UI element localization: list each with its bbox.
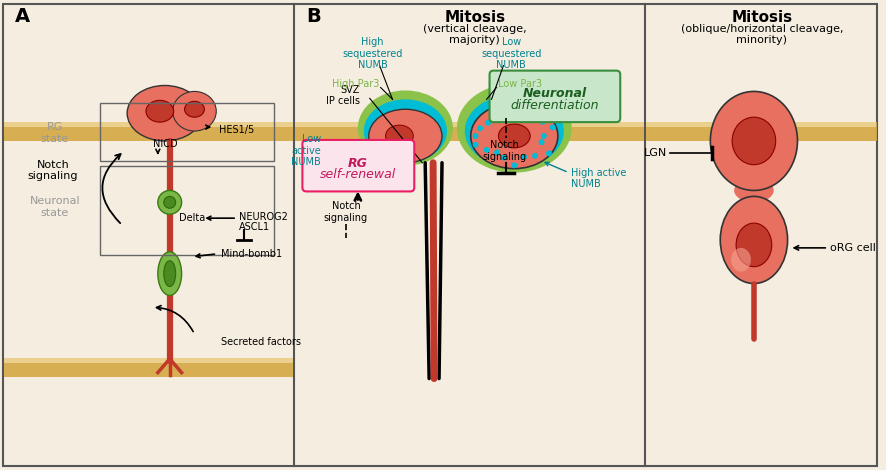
Text: Low
sequestered
NUMB: Low sequestered NUMB [481, 37, 541, 70]
Text: self-renewal: self-renewal [320, 168, 396, 181]
Ellipse shape [164, 196, 175, 208]
Ellipse shape [501, 155, 507, 161]
Ellipse shape [534, 111, 540, 117]
Text: High Par3: High Par3 [332, 78, 379, 88]
Text: majority): majority) [449, 35, 500, 45]
Ellipse shape [511, 162, 517, 168]
Text: Low Par3: Low Par3 [499, 78, 542, 88]
Ellipse shape [470, 103, 558, 169]
Ellipse shape [736, 223, 772, 266]
FancyBboxPatch shape [302, 140, 415, 191]
Ellipse shape [720, 196, 788, 283]
Text: NICD: NICD [153, 139, 177, 149]
Ellipse shape [472, 133, 478, 139]
Bar [4, 122, 293, 127]
Text: High
sequestered
NUMB: High sequestered NUMB [343, 37, 403, 70]
Ellipse shape [546, 150, 552, 157]
Ellipse shape [540, 119, 546, 125]
Text: Neuronal
state: Neuronal state [29, 196, 80, 218]
Ellipse shape [184, 102, 205, 117]
Ellipse shape [494, 149, 500, 156]
Text: LGN: LGN [643, 148, 667, 158]
Ellipse shape [158, 252, 182, 296]
Ellipse shape [472, 142, 478, 148]
Text: oRG cell: oRG cell [830, 243, 876, 253]
Ellipse shape [364, 99, 447, 163]
Ellipse shape [484, 147, 490, 153]
Text: Mitosis: Mitosis [731, 10, 792, 24]
Ellipse shape [485, 120, 491, 126]
Ellipse shape [732, 117, 776, 164]
Bar [4, 363, 293, 376]
Ellipse shape [549, 125, 556, 130]
Ellipse shape [173, 92, 216, 131]
FancyBboxPatch shape [490, 70, 620, 122]
Text: Notch
signaling: Notch signaling [27, 160, 78, 181]
Bar [646, 122, 877, 127]
Ellipse shape [385, 125, 413, 147]
Text: ASCL1: ASCL1 [239, 222, 270, 232]
Text: (vertical cleavage,: (vertical cleavage, [423, 24, 526, 34]
Ellipse shape [511, 108, 517, 114]
Ellipse shape [477, 125, 483, 131]
Ellipse shape [158, 190, 182, 214]
Ellipse shape [711, 92, 797, 190]
Text: RG
state: RG state [41, 122, 69, 144]
Text: Delta: Delta [179, 213, 206, 223]
Bar [646, 127, 877, 141]
Ellipse shape [494, 117, 500, 123]
Ellipse shape [457, 84, 571, 172]
Ellipse shape [465, 94, 563, 168]
Text: minority): minority) [736, 35, 788, 45]
Text: HES1/5: HES1/5 [219, 125, 254, 135]
Ellipse shape [164, 261, 175, 287]
Text: Notch
signaling: Notch signaling [324, 202, 368, 223]
Text: Low
active
NUMB: Low active NUMB [291, 134, 322, 167]
Text: Neuronal: Neuronal [523, 87, 587, 100]
Bar [295, 127, 644, 141]
Text: differentiation: differentiation [510, 99, 599, 112]
Ellipse shape [731, 248, 751, 272]
Text: RG: RG [348, 157, 368, 170]
Ellipse shape [539, 139, 545, 145]
Text: NEUROG2: NEUROG2 [239, 212, 288, 222]
Bar [295, 122, 644, 127]
Ellipse shape [146, 100, 174, 122]
Ellipse shape [501, 109, 506, 115]
Text: High active
NUMB: High active NUMB [571, 168, 626, 189]
Ellipse shape [127, 86, 202, 141]
Ellipse shape [499, 124, 530, 148]
Text: Notch
signaling: Notch signaling [482, 140, 526, 162]
Bar [100, 166, 274, 255]
Ellipse shape [521, 154, 527, 160]
Bar [4, 127, 293, 141]
Text: SVZ
IP cells: SVZ IP cells [326, 85, 360, 106]
Text: Secreted factors: Secreted factors [222, 337, 301, 347]
Text: A: A [15, 7, 30, 26]
Ellipse shape [532, 153, 538, 159]
Text: Mitosis: Mitosis [444, 10, 505, 24]
Text: (oblique/horizontal cleavage,: (oblique/horizontal cleavage, [680, 24, 843, 34]
Ellipse shape [525, 104, 531, 110]
Ellipse shape [369, 109, 442, 163]
Bar [4, 358, 293, 363]
Bar [100, 103, 274, 161]
Ellipse shape [358, 90, 453, 166]
Ellipse shape [734, 179, 773, 202]
Ellipse shape [540, 133, 547, 139]
Text: B: B [307, 7, 321, 26]
Text: Mind-bomb1: Mind-bomb1 [222, 249, 283, 259]
